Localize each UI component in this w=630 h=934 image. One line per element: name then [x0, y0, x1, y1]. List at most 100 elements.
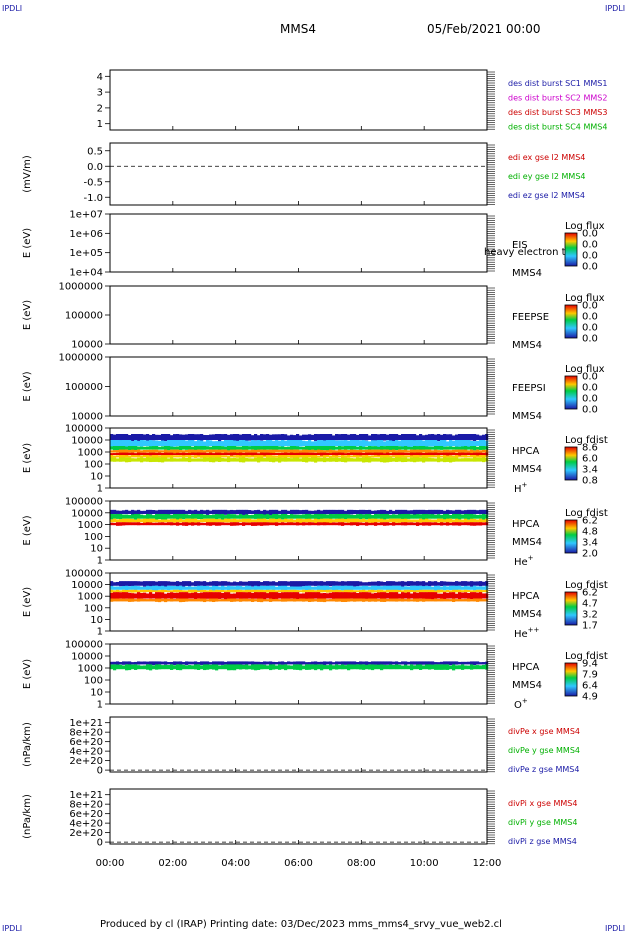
spectrogram-cell	[230, 522, 234, 526]
spectrogram-cell	[233, 598, 237, 602]
spectrogram-cell	[392, 510, 396, 514]
spectrogram-cell	[233, 522, 237, 526]
spectrogram-cell	[278, 664, 282, 670]
spectrogram-cell	[335, 509, 339, 514]
colorbar-tick-label: 0.0	[582, 301, 598, 312]
spectrogram-cell	[479, 446, 483, 450]
spectrogram-cell	[266, 455, 270, 458]
y-tick-label: 10000	[71, 340, 103, 351]
spectrogram-cell	[350, 452, 354, 455]
spectrogram-cell	[248, 665, 252, 670]
spectrogram-cell	[218, 441, 222, 446]
spectrogram-cell	[245, 522, 249, 526]
spectrogram-cell	[146, 449, 150, 453]
spectrogram-cell	[284, 434, 288, 440]
spectrogram-cell	[422, 581, 426, 587]
spectrogram-cell	[464, 592, 468, 599]
spectrogram-cell	[434, 509, 438, 515]
spectrogram-cell	[155, 452, 159, 455]
spectrogram-cell	[482, 452, 486, 455]
spectrogram-cell	[257, 440, 261, 448]
spectrogram-cell	[206, 457, 210, 462]
spectrogram-cell	[353, 664, 357, 670]
spectrogram-cell	[269, 509, 273, 515]
spectrogram-cell	[200, 585, 204, 591]
spectrogram-cell	[227, 440, 231, 447]
spectrogram-cell	[266, 589, 270, 593]
spectrogram-cell	[212, 449, 216, 453]
spectrogram-cell	[203, 664, 207, 671]
spectrogram-cell	[251, 586, 255, 590]
spectrogram-cell	[407, 661, 411, 665]
spectrogram-cell	[239, 519, 243, 523]
spectrogram-cell	[404, 599, 408, 602]
spectrogram-cell	[215, 598, 219, 602]
spectrogram-cell	[368, 449, 372, 453]
spectrogram-cell	[422, 457, 426, 463]
spectrogram-cell	[473, 434, 477, 442]
y-tick-label: 1	[97, 556, 103, 567]
spectrogram-cell	[275, 457, 279, 462]
spectrogram-cell	[239, 586, 243, 590]
spectrogram-cell	[437, 446, 441, 450]
legend-entry: divPi z gse MMS4	[508, 837, 577, 846]
spectrogram-cell	[449, 599, 453, 602]
spectrogram-cell	[368, 455, 372, 458]
colorbar-tick-label: 0.0	[582, 405, 598, 416]
y-axis-label: E (eV)	[22, 443, 33, 473]
spectrogram-cell	[290, 455, 294, 458]
spectrogram-cell	[158, 581, 162, 587]
spectrogram-cell	[176, 661, 180, 665]
spectrogram-cell	[320, 585, 324, 591]
spectrogram-cell	[185, 518, 189, 523]
spectrogram-cell	[320, 457, 324, 462]
spectrogram-cell	[302, 665, 306, 670]
spectrogram-cell	[329, 446, 333, 450]
spectrogram-cell	[278, 510, 282, 514]
spectrogram-cell	[131, 441, 135, 446]
spectrogram-cell	[314, 455, 318, 458]
spectrogram-cell	[260, 522, 264, 526]
spectrogram-cell	[254, 457, 258, 462]
spectrogram-cell	[257, 449, 261, 453]
spectrogram-cell	[203, 434, 207, 440]
spectrogram-cell	[473, 514, 477, 519]
spectrogram-cell	[239, 589, 243, 593]
spectrogram-cell	[449, 522, 453, 526]
spectrogram-cell	[266, 585, 270, 591]
spectrogram-cell	[128, 440, 132, 447]
spectrogram-cell	[470, 592, 474, 600]
spectrogram-cell	[260, 598, 264, 603]
spectrogram-cell	[296, 452, 300, 455]
spectrogram-cell	[443, 661, 447, 665]
spectrogram-cell	[215, 589, 219, 593]
spectrogram-cell	[401, 522, 405, 526]
spectrogram-cell	[281, 661, 285, 665]
spectrogram-cell	[443, 455, 447, 458]
spectrogram-cell	[227, 457, 231, 463]
y-tick-label: 1e+04	[69, 268, 103, 279]
spectrogram-cell	[299, 510, 303, 514]
spectrogram-cell	[329, 581, 333, 587]
spectrogram-cell	[245, 585, 249, 591]
spectrogram-cell	[317, 446, 321, 451]
spectrogram-cell	[134, 585, 138, 591]
spectrogram-cell	[404, 457, 408, 462]
spectrogram-cell	[272, 522, 276, 526]
spectrogram-cell	[119, 452, 123, 456]
spectrogram-cell	[332, 450, 336, 453]
spectrogram-cell	[443, 522, 447, 526]
spectrogram-cell	[395, 446, 399, 451]
spectrogram-cell	[335, 452, 339, 456]
spectrogram-cell	[143, 592, 147, 599]
spectrogram-cell	[110, 598, 114, 602]
spectrogram-cell	[209, 518, 213, 523]
spectrogram-cell	[371, 515, 375, 519]
spectrogram-cell	[284, 581, 288, 586]
y-tick-label: 1	[97, 700, 103, 711]
spectrogram-cell	[365, 598, 369, 602]
spectrogram-cell	[419, 522, 423, 526]
spectrogram-cell	[230, 452, 234, 456]
spectrogram-cell	[383, 513, 387, 520]
spectrogram-cell	[113, 592, 117, 600]
